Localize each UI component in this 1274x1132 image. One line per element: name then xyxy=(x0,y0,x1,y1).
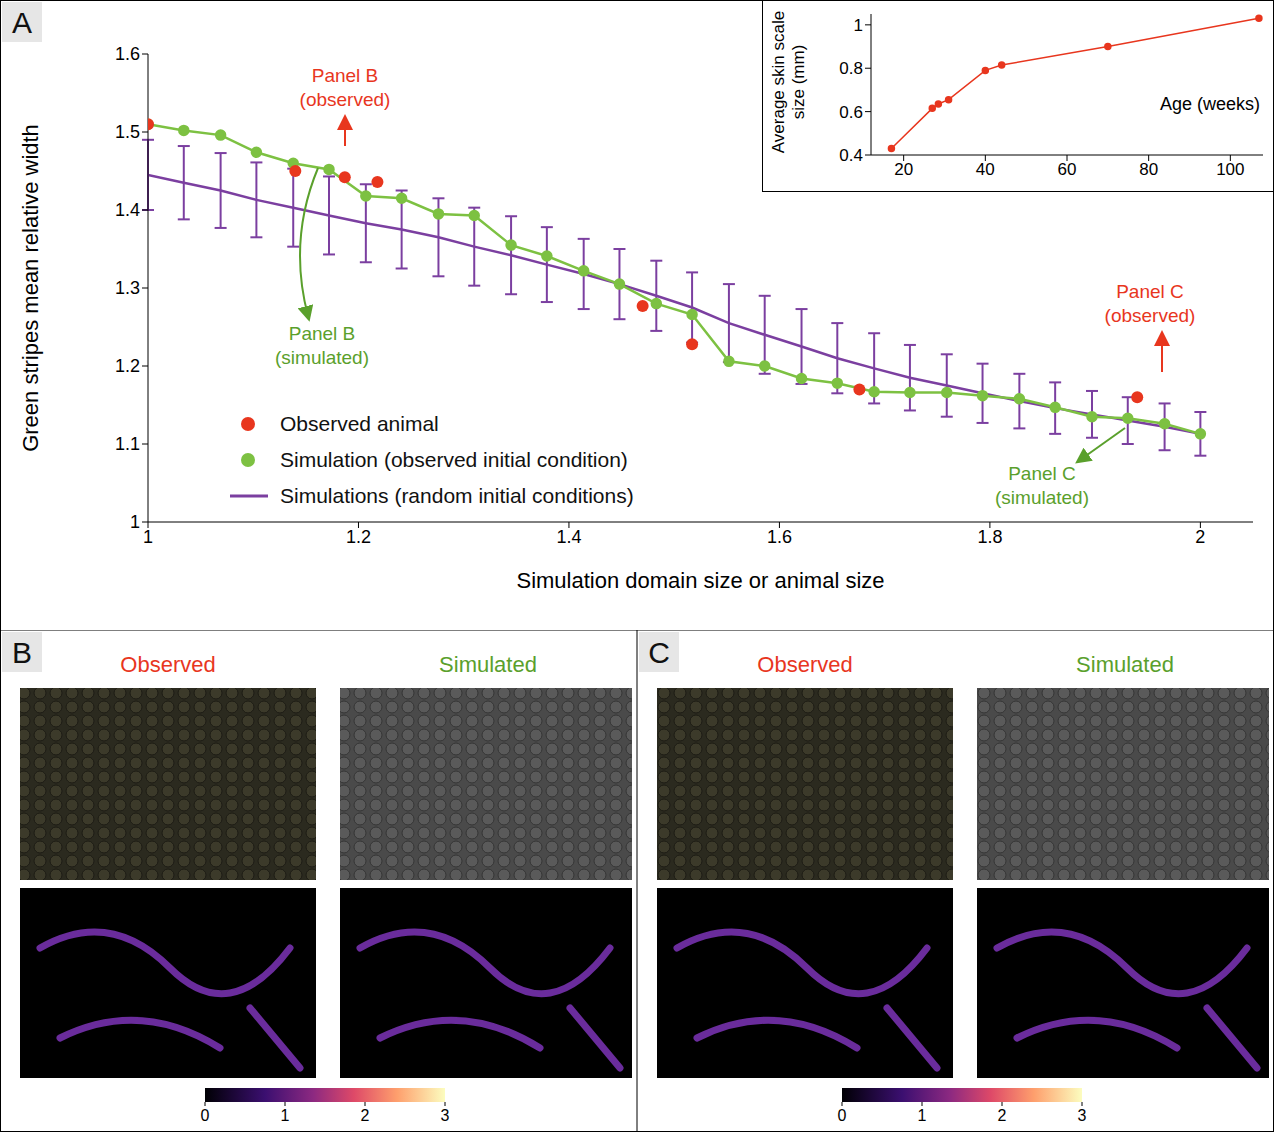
html-text:Average skin scale: Average skin scale xyxy=(769,10,788,154)
svg-text:1.2: 1.2 xyxy=(115,356,140,376)
svg-text:0.6: 0.6 xyxy=(839,103,863,122)
svg-text:3: 3 xyxy=(1078,1107,1087,1124)
svg-text:1: 1 xyxy=(143,527,153,547)
html-text:Panel C: Panel C xyxy=(1008,463,1076,484)
html-text:Age (weeks): Age (weeks) xyxy=(1160,94,1260,114)
svg-text:1: 1 xyxy=(918,1107,927,1124)
svg-text:B: B xyxy=(12,636,32,669)
html-text:size (mm): size (mm) xyxy=(789,44,808,120)
svg-text:2: 2 xyxy=(361,1107,370,1124)
html-text:Simulation (observed initial c: Simulation (observed initial condition) xyxy=(280,448,628,471)
svg-text:2: 2 xyxy=(1195,527,1205,547)
svg-text:1.5: 1.5 xyxy=(115,122,140,142)
svg-text:40: 40 xyxy=(976,160,995,179)
svg-text:1.1: 1.1 xyxy=(115,434,140,454)
svg-text:Simulated: Simulated xyxy=(439,652,537,677)
svg-text:1.4: 1.4 xyxy=(115,200,140,220)
svg-text:Simulated: Simulated xyxy=(1076,652,1174,677)
html-text:(simulated): (simulated) xyxy=(275,347,369,368)
svg-text:1.4: 1.4 xyxy=(556,527,581,547)
svg-text:0.4: 0.4 xyxy=(839,146,863,165)
html-text:Simulations (random initial co: Simulations (random initial conditions) xyxy=(280,484,634,507)
svg-text:0: 0 xyxy=(838,1107,847,1124)
svg-text:80: 80 xyxy=(1139,160,1158,179)
svg-text:2: 2 xyxy=(998,1107,1007,1124)
svg-text:A: A xyxy=(12,6,32,39)
svg-text:1.6: 1.6 xyxy=(115,44,140,64)
html-text:(simulated): (simulated) xyxy=(995,487,1089,508)
svg-text:C: C xyxy=(648,636,670,669)
html-text:(observed): (observed) xyxy=(299,89,391,110)
svg-text:0: 0 xyxy=(201,1107,210,1124)
html-text:Panel C: Panel C xyxy=(1116,281,1184,302)
svg-text:1: 1 xyxy=(130,512,140,532)
html-text:Observed animal: Observed animal xyxy=(280,412,439,435)
svg-text:1.6: 1.6 xyxy=(767,527,792,547)
svg-text:1: 1 xyxy=(281,1107,290,1124)
svg-text:3: 3 xyxy=(441,1107,450,1124)
html-text:Panel B: Panel B xyxy=(311,65,379,86)
html-text:(observed): (observed) xyxy=(1104,305,1196,326)
svg-text:Observed: Observed xyxy=(757,652,852,677)
svg-text:1.2: 1.2 xyxy=(346,527,371,547)
svg-text:1.3: 1.3 xyxy=(115,278,140,298)
svg-text:1.8: 1.8 xyxy=(977,527,1002,547)
html-text:Panel B: Panel B xyxy=(288,323,356,344)
svg-text:60: 60 xyxy=(1058,160,1077,179)
svg-text:1: 1 xyxy=(854,16,863,35)
svg-text:Green stripes mean relative wi: Green stripes mean relative width xyxy=(18,124,43,452)
svg-text:0.8: 0.8 xyxy=(839,59,863,78)
svg-text:20: 20 xyxy=(894,160,913,179)
svg-text:Simulation domain size or anim: Simulation domain size or animal size xyxy=(516,568,884,593)
svg-text:100: 100 xyxy=(1216,160,1244,179)
svg-text:Observed: Observed xyxy=(120,652,215,677)
